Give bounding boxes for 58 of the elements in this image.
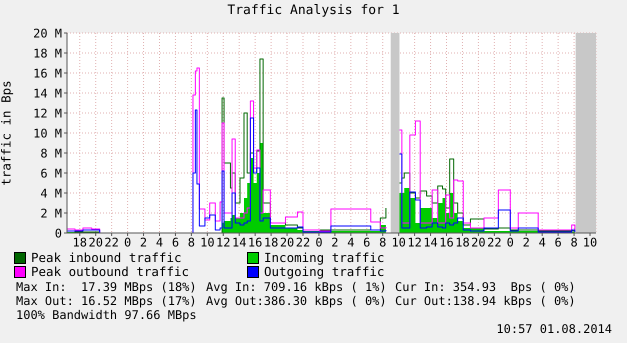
x-tick-label: 10 bbox=[391, 236, 406, 250]
y-tick-label: 6 M bbox=[40, 166, 62, 180]
y-tick-label: 12 M bbox=[33, 106, 62, 120]
x-tick-label: 22 bbox=[296, 236, 310, 250]
x-tick-label: 16 bbox=[439, 236, 454, 250]
x-tick-label: 10 bbox=[582, 236, 598, 250]
text: 100% Bandwidth 97.66 MBps bbox=[16, 308, 197, 322]
x-tick-label: 22 bbox=[104, 236, 119, 250]
text: 10:57 01.08.2014 bbox=[496, 322, 612, 336]
x-tick-label: 4 bbox=[156, 236, 164, 250]
y-axis-title: traffic in Bps bbox=[0, 80, 14, 186]
text: Cur In: 354.93 Bps ( 0%) bbox=[395, 280, 577, 294]
x-tick-label: 2 bbox=[522, 236, 530, 250]
text: Max Out: 16.52 MBps (17%) bbox=[16, 294, 198, 308]
x-tick-label: 16 bbox=[248, 236, 262, 250]
legend-label: Incoming traffic bbox=[264, 250, 384, 265]
x-tick-label: 10 bbox=[200, 236, 215, 250]
x-tick-label: 18 bbox=[72, 236, 87, 250]
x-tick-label: 8 bbox=[188, 236, 195, 250]
x-tick-label: 20 bbox=[471, 236, 486, 250]
x-tick-label: 4 bbox=[347, 236, 354, 250]
text: Avg Out:386.30 kBps ( 0%) bbox=[206, 294, 388, 308]
text: Cur Out:138.94 kBps ( 0%) bbox=[395, 294, 577, 308]
x-tick-label: 6 bbox=[363, 236, 370, 250]
x-tick-label: 12 bbox=[216, 236, 230, 250]
y-tick-label: 4 M bbox=[40, 186, 62, 200]
legend-label: Peak inbound traffic bbox=[31, 250, 182, 265]
x-tick-label: 14 bbox=[423, 236, 438, 250]
chart-title: Traffic Analysis for 1 bbox=[226, 3, 401, 18]
y-tick-label: 14 M bbox=[33, 86, 62, 100]
text: Avg In: 709.16 kBps ( 1%) bbox=[206, 280, 388, 294]
x-tick-label: 14 bbox=[232, 236, 246, 250]
y-tick-label: 10 M bbox=[33, 126, 62, 140]
x-tick-label: 22 bbox=[487, 236, 502, 250]
legend-label: Outgoing traffic bbox=[264, 264, 384, 279]
x-tick-label: 0 bbox=[124, 236, 132, 250]
x-tick-label: 8 bbox=[570, 236, 578, 250]
x-tick-label: 6 bbox=[172, 236, 180, 250]
y-tick-label: 8 M bbox=[40, 146, 62, 160]
x-tick-label: 0 bbox=[315, 236, 323, 250]
y-tick-label: 2 M bbox=[40, 206, 62, 220]
x-tick-label: 18 bbox=[264, 236, 278, 250]
legend-label: Peak outbound traffic bbox=[31, 264, 190, 279]
y-tick-label: 0 bbox=[54, 226, 62, 240]
x-tick-label: 20 bbox=[280, 236, 294, 250]
y-tick-label: 18 M bbox=[33, 46, 62, 60]
x-tick-label: 18 bbox=[455, 236, 470, 250]
y-tick-label: 16 M bbox=[33, 66, 62, 80]
x-tick-label: 6 bbox=[554, 236, 562, 250]
x-tick-label: 20 bbox=[88, 236, 103, 250]
x-tick-label: 8 bbox=[379, 236, 386, 250]
x-tick-label: 2 bbox=[331, 236, 339, 250]
x-tick-label: 12 bbox=[407, 236, 422, 250]
x-tick-label: 0 bbox=[506, 236, 514, 250]
x-tick-label: 2 bbox=[140, 236, 148, 250]
x-tick-label: 4 bbox=[538, 236, 546, 250]
text: Max In: 17.39 MBps (18%) bbox=[16, 280, 198, 294]
y-tick-label: 20 M bbox=[33, 26, 62, 40]
